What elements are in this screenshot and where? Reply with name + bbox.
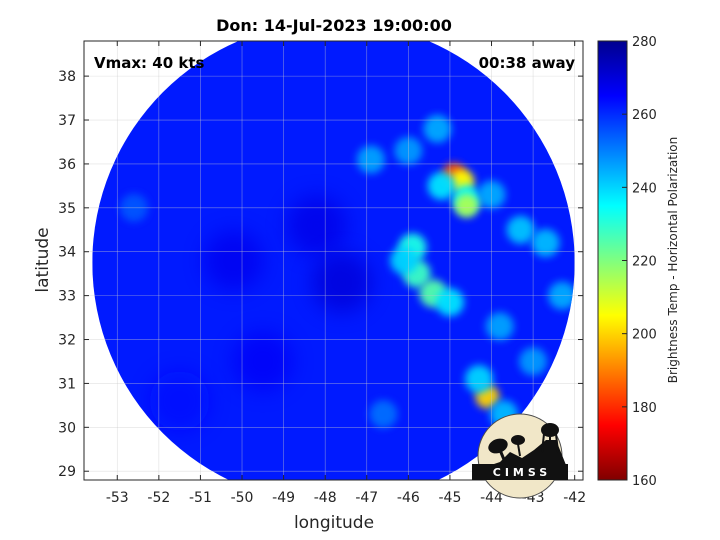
- x-tick-label: -49: [272, 490, 295, 506]
- colorbar-tick-label: 200: [632, 328, 657, 343]
- x-axis-ticks: -53 -52 -51 -50 -49 -48 -47 -46 -45 -44 -43 -42: [106, 41, 586, 506]
- chart-title: Don: 14-Jul-2023 19:00:00: [216, 16, 452, 35]
- x-tick-label: -51: [189, 490, 212, 506]
- swath-feature-23: [311, 252, 372, 313]
- x-tick-label: -48: [314, 490, 337, 506]
- y-axis-ticks: 29 30 31 32 33 34 35 36 37 38: [58, 69, 583, 480]
- colorbar-tick-label: 180: [632, 401, 657, 416]
- colorbar-ticks: 160 180 200 220 240 260 280: [622, 35, 657, 489]
- swath-feature-26: [149, 370, 210, 431]
- y-tick-label: 37: [58, 113, 76, 129]
- colorbar-tick-label: 160: [632, 474, 657, 489]
- colorbar-tick-label: 240: [632, 181, 657, 196]
- axes-frame: [83, 40, 584, 481]
- swath-feature-5: [454, 193, 479, 218]
- x-tick-label: -53: [106, 490, 129, 506]
- swath-feature-22: [286, 195, 347, 256]
- y-tick-label: 31: [58, 376, 76, 392]
- y-tick-label: 29: [58, 464, 76, 480]
- colorbar-tick-label: 260: [632, 108, 657, 123]
- satellite-dish-small-icon: [511, 435, 525, 445]
- y-tick-label: 36: [58, 157, 76, 173]
- y-tick-label: 30: [58, 420, 76, 436]
- swath-feature-16: [356, 145, 385, 174]
- y-tick-label: 33: [58, 289, 76, 305]
- logo-text: CIMSS: [493, 466, 551, 479]
- swath-feature-24: [203, 230, 264, 291]
- x-axis-title: longitude: [294, 513, 374, 533]
- y-tick-label: 34: [58, 245, 76, 261]
- brightness-temp-swath: [92, 41, 575, 480]
- swath-feature-20: [485, 312, 514, 341]
- logo-banner: [472, 464, 568, 480]
- x-tick-label: -46: [397, 490, 420, 506]
- x-tick-label: -45: [438, 490, 461, 506]
- cimss-logo: CIMSS: [472, 413, 568, 499]
- swath-feature-13: [390, 246, 419, 275]
- swath-feature-7: [465, 365, 494, 394]
- y-tick-label: 35: [58, 201, 76, 217]
- x-tick-label: -52: [147, 490, 170, 506]
- colorbar-title: Brightness Temp - Horizontal Polarizatio…: [666, 137, 680, 384]
- x-tick-label: -44: [480, 490, 503, 506]
- x-tick-label: -47: [355, 490, 378, 506]
- swath-feature-27: [369, 400, 398, 429]
- colorbar-tick-label: 280: [632, 35, 657, 50]
- swath-feature-17: [506, 215, 535, 244]
- swath-feature-25: [232, 331, 293, 392]
- y-tick-label: 38: [58, 69, 76, 85]
- x-tick-label: -42: [563, 490, 586, 506]
- swath-feature-14: [423, 114, 452, 143]
- y-axis-title: latitude: [33, 227, 53, 292]
- satellite-dish-icon: [488, 438, 508, 454]
- time-offset-annotation: 00:38 away: [479, 54, 576, 72]
- colorbar-tick-label: 220: [632, 255, 657, 270]
- vmax-annotation: Vmax: 40 kts: [94, 54, 204, 72]
- swath-feature-18: [531, 228, 560, 257]
- water-tower-icon: [541, 423, 559, 437]
- swath-feature-3: [427, 171, 456, 200]
- colorbar: 160 180 200 220 240 260 280 Brightness Temp - …: [597, 35, 680, 489]
- x-tick-label: -50: [231, 490, 254, 506]
- y-tick-label: 32: [58, 333, 76, 349]
